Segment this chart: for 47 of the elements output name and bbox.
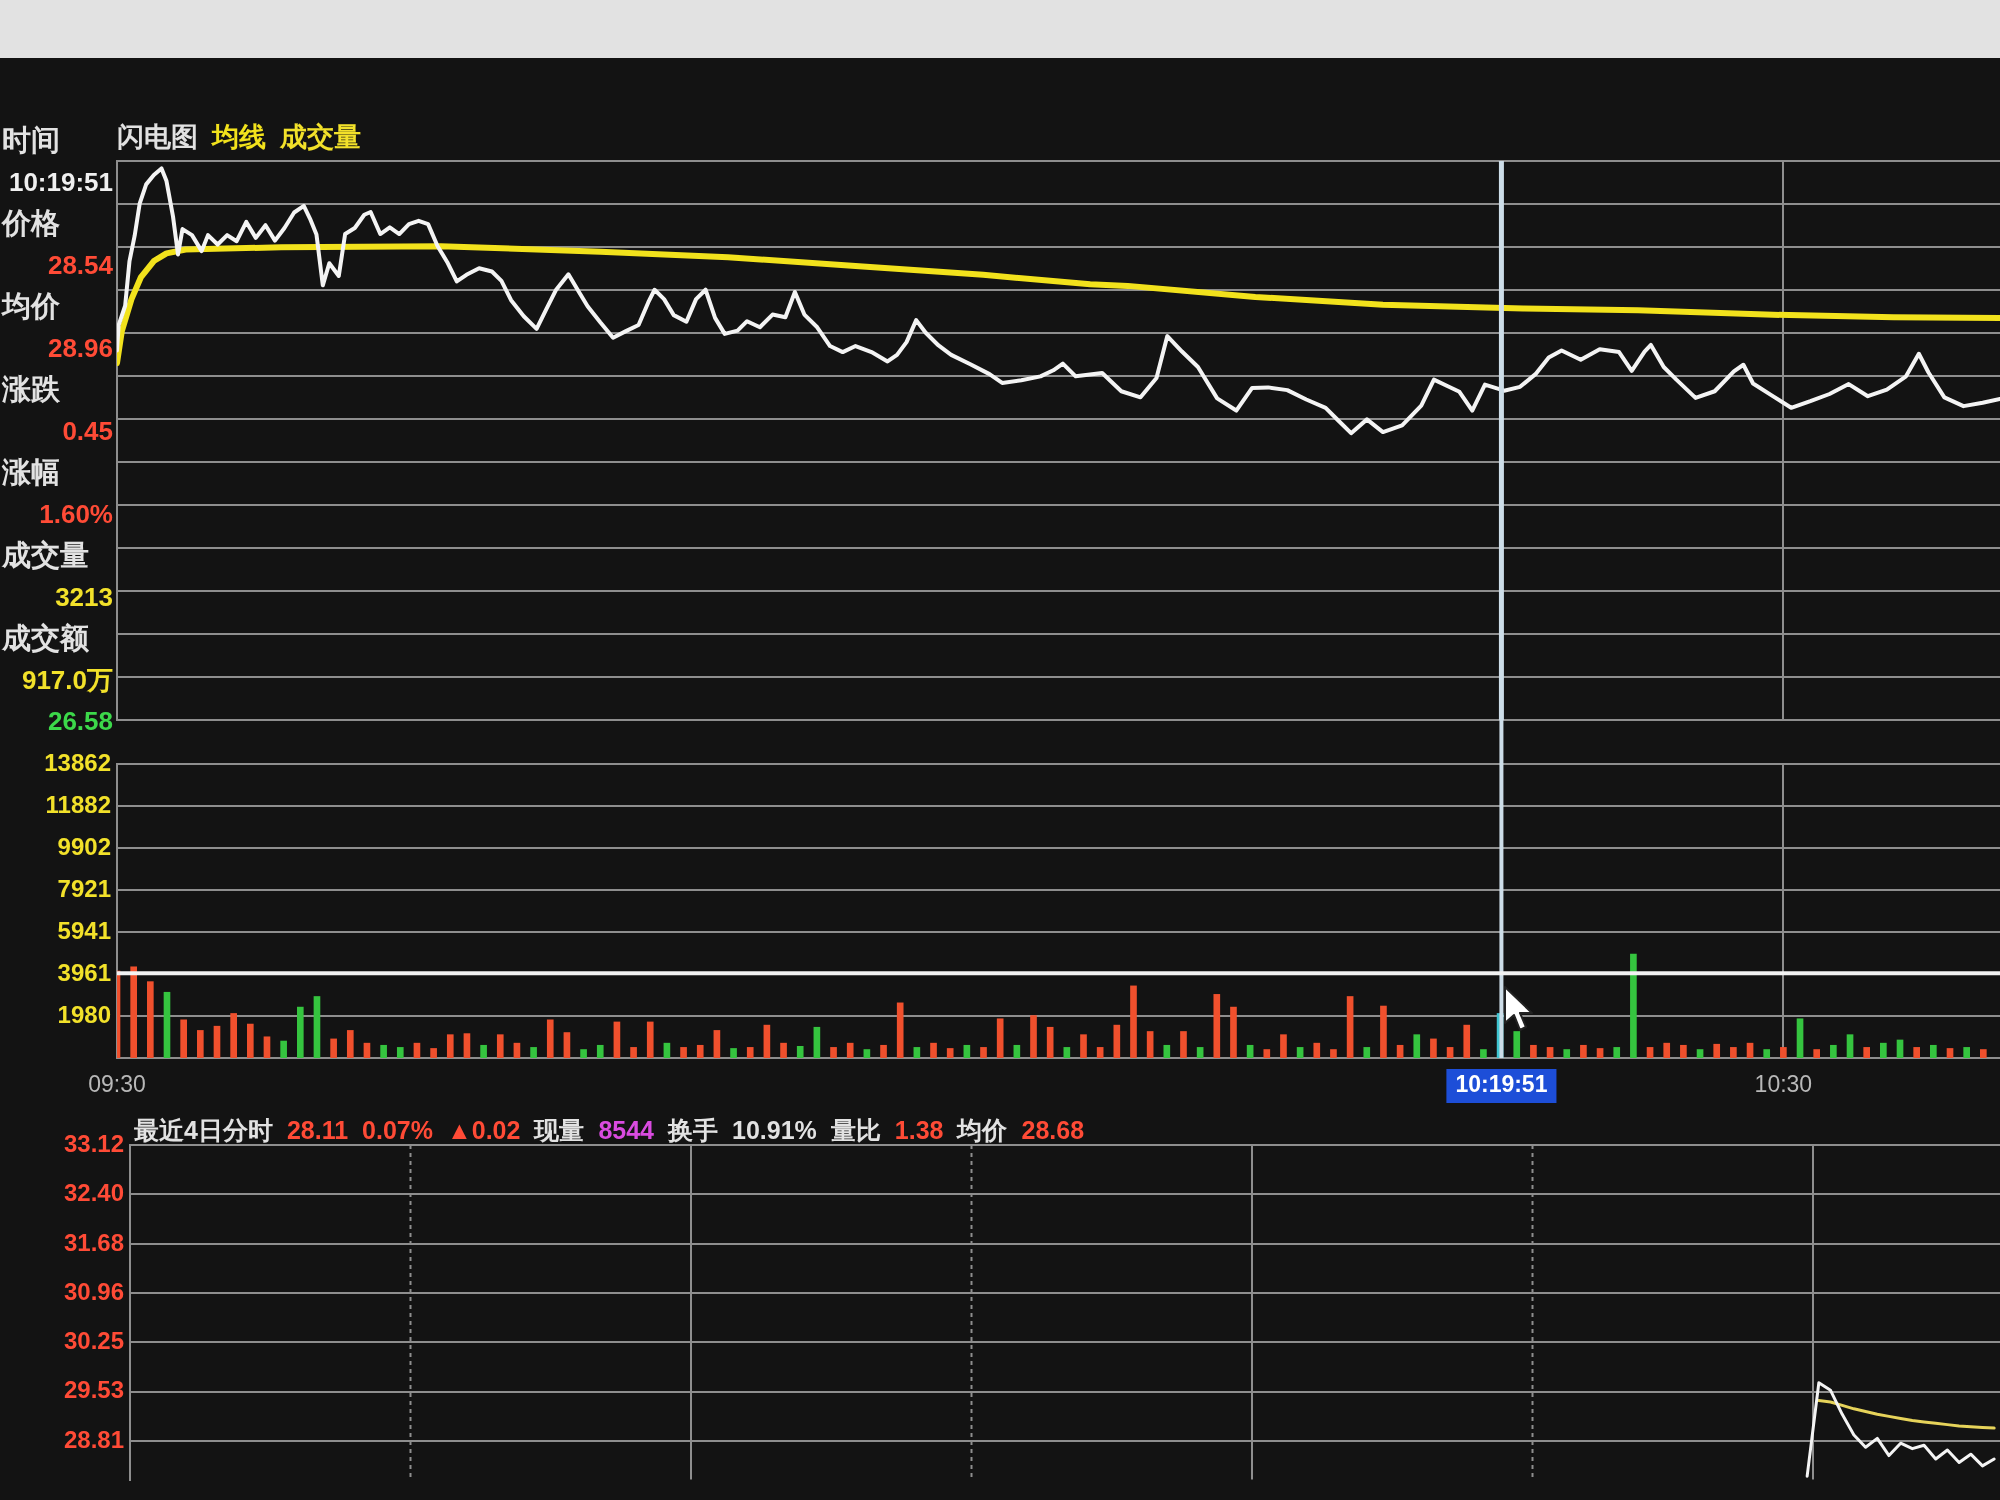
text: 10:19:51 [8,166,113,197]
y-tick-label: 13862 [44,748,111,776]
text: 成交量 [2,538,89,571]
text: 0.07% [362,1115,433,1144]
y-tick-label: 9902 [57,832,111,860]
y-tick-label: 1980 [57,1000,111,1028]
text: 26.58 [47,706,113,736]
text: 现量 [534,1115,585,1144]
x-tick-label: 10:30 [1754,1071,1813,1098]
text: 涨幅 [2,455,60,488]
y-tick-label: 30.96 [63,1278,124,1306]
text: 28.96 [47,332,113,363]
text: 10.91% [732,1115,817,1144]
text: 28.54 [47,249,113,280]
text: 8544 [598,1115,655,1144]
x-tick-label: 09:30 [88,1071,146,1098]
y-tick-label: 5941 [57,916,111,944]
text: 0.45 [62,415,113,446]
text: 量比 [830,1115,881,1144]
text: 成交量 [280,121,361,152]
text: 1.38 [894,1115,944,1144]
text: 价格 [2,206,60,239]
text: ▲0.02 [446,1115,521,1144]
y-tick-label: 31.68 [63,1228,124,1256]
y-tick-label: 30.25 [63,1326,124,1354]
text: 917.0万 [21,664,113,695]
text: 28.11 [286,1115,349,1144]
text: 3213 [55,581,113,612]
y-tick-label: 28.81 [63,1425,124,1453]
y-tick-label: 32.40 [63,1179,124,1207]
y-tick-label: 3961 [57,958,111,986]
text: 均价 [2,289,60,322]
chart-title: 闪电图 [117,121,198,152]
ref-line-label: 10:19:51 [1455,1071,1548,1098]
y-tick-label: 29.53 [63,1376,124,1404]
text: 涨跌 [2,372,60,405]
y-tick-label: 33.12 [63,1129,124,1157]
text: 时间 [2,123,60,156]
text: 均价 [957,1115,1008,1144]
chart-title: 最近4日分时 [134,1115,273,1144]
text: 换手 [668,1115,719,1144]
text: 28.68 [1021,1115,1085,1144]
text: 1.60% [39,498,113,529]
text: 成交额 [2,621,89,654]
y-tick-label: 7921 [57,874,111,902]
y-tick-label: 11882 [45,790,111,818]
text: 均线 [212,121,266,152]
